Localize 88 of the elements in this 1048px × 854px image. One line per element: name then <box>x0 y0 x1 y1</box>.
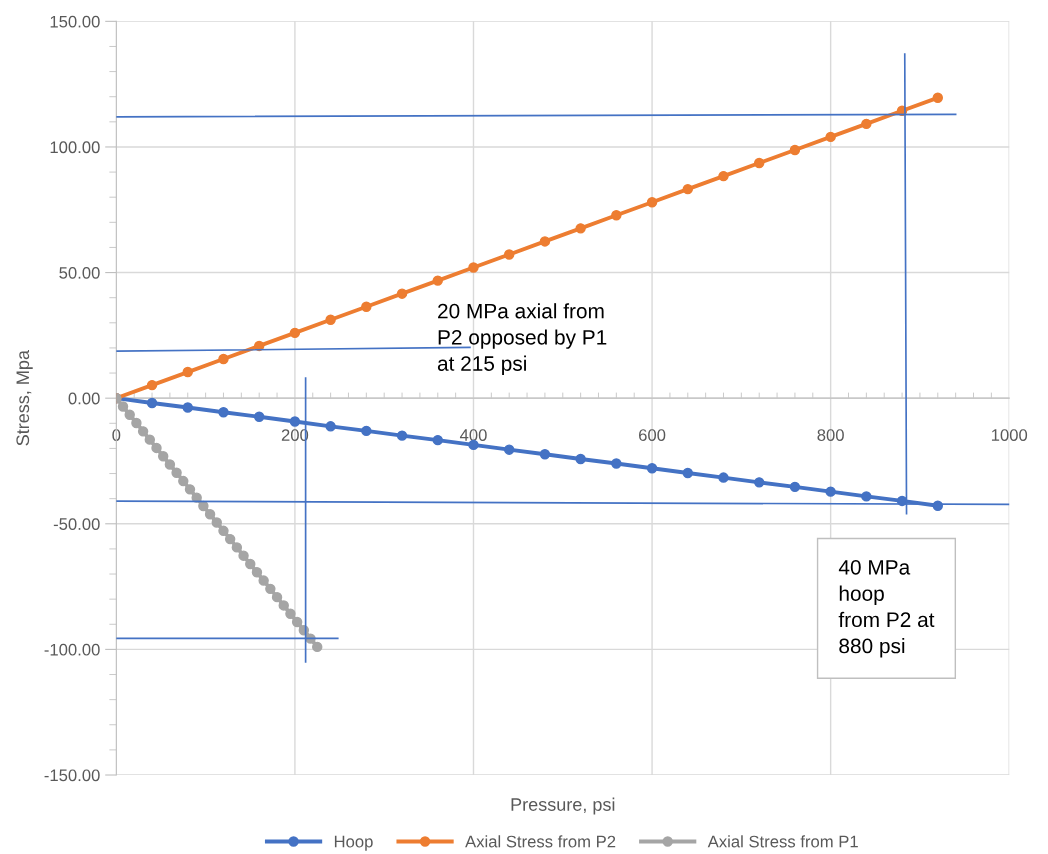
annotation: 20 MPa axial from P2 opposed by P1 at 215 psi <box>437 303 607 376</box>
point <box>789 481 801 493</box>
point <box>825 486 836 497</box>
point <box>218 353 229 365</box>
point <box>432 275 443 286</box>
point <box>285 608 296 619</box>
point <box>171 467 182 478</box>
point <box>231 542 243 553</box>
y-tick-label: 150.00 <box>50 15 100 28</box>
point <box>861 491 872 502</box>
point <box>157 450 169 462</box>
point <box>291 616 303 628</box>
x-tick-label: 1000 <box>991 429 1028 441</box>
point <box>861 118 872 130</box>
point <box>682 183 693 195</box>
y-tick-label: -50.00 <box>53 518 100 530</box>
point <box>131 417 142 429</box>
point <box>646 463 658 474</box>
point <box>204 509 216 520</box>
point <box>718 472 729 483</box>
point <box>137 426 149 437</box>
point <box>325 421 336 432</box>
point <box>144 434 156 445</box>
point <box>278 600 289 611</box>
point <box>151 442 162 454</box>
point <box>325 314 336 326</box>
point <box>432 434 443 446</box>
point <box>312 641 323 653</box>
point <box>258 575 269 586</box>
point <box>575 223 586 234</box>
point <box>265 583 276 595</box>
point <box>289 327 301 339</box>
point <box>218 407 229 418</box>
point <box>124 409 135 420</box>
y-tick-label: -100.00 <box>44 643 100 656</box>
legend-label: Axial Stress from P1 <box>707 835 858 848</box>
point <box>361 301 372 312</box>
point <box>611 458 622 469</box>
point <box>646 197 658 208</box>
point <box>211 517 222 528</box>
point <box>251 567 263 578</box>
point <box>184 484 196 495</box>
point <box>117 401 129 412</box>
point <box>682 467 693 479</box>
point <box>468 262 479 273</box>
point <box>361 425 372 437</box>
point <box>575 453 586 465</box>
point <box>182 366 193 378</box>
point <box>253 411 265 422</box>
y-axis-title: Stress, Mpa <box>16 350 33 446</box>
x-tick-label: 0 <box>112 429 121 441</box>
point <box>932 92 944 103</box>
point <box>503 444 515 455</box>
x-tick-label: 600 <box>639 429 666 441</box>
y-tick-label: 0.00 <box>68 392 100 405</box>
point <box>789 144 801 156</box>
point <box>396 430 408 441</box>
point <box>178 475 189 487</box>
point <box>146 397 158 409</box>
point <box>191 492 202 503</box>
x-tick-label: 400 <box>459 429 487 441</box>
point <box>754 477 765 488</box>
annotation: 40 MPa hoop from P2 at 880 psi <box>838 559 935 658</box>
point <box>238 550 249 561</box>
point <box>218 525 229 537</box>
point <box>164 459 176 470</box>
point <box>503 249 515 260</box>
y-tick-label: 50.00 <box>59 266 100 279</box>
x-tick-label: 800 <box>817 429 844 441</box>
point <box>146 379 158 391</box>
point <box>182 402 193 413</box>
y-tick-label: 100.00 <box>50 141 100 154</box>
point <box>611 210 622 221</box>
point <box>289 416 301 427</box>
point <box>245 558 256 570</box>
y-tick-label: -150.00 <box>44 769 100 782</box>
point <box>539 448 551 460</box>
point <box>539 236 551 247</box>
point <box>271 591 283 603</box>
point <box>198 500 209 512</box>
point <box>754 157 765 169</box>
point <box>718 170 729 182</box>
legend-label: Hoop <box>334 835 373 851</box>
point <box>224 533 236 545</box>
point <box>396 288 408 299</box>
x-axis-title: Pressure, psi <box>511 797 615 815</box>
legend-label: Axial Stress from P2 <box>465 835 616 848</box>
point <box>825 131 836 143</box>
